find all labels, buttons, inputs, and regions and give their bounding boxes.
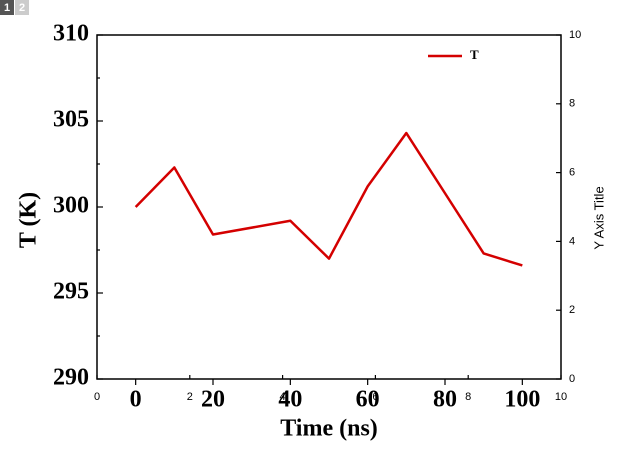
x-tick-label: 20 [201, 387, 225, 413]
x-tick-label: 100 [504, 387, 540, 413]
x-tick-label: 40 [278, 387, 302, 413]
x2-tick-label: 4 [280, 391, 286, 403]
y2-tick-label: 10 [569, 29, 581, 41]
y2-tick-label: 4 [569, 235, 575, 247]
legend-label: T [470, 47, 479, 62]
x2-tick-label: 10 [555, 391, 567, 403]
x-axis-title: Time (ns) [280, 416, 378, 442]
y-tick-label: 290 [53, 365, 89, 391]
x2-tick-label: 6 [372, 391, 378, 403]
y2-axis-title: Y Axis Title [591, 186, 606, 249]
y-axis-title: T (K) [16, 192, 42, 248]
y-tick-label: 305 [53, 107, 89, 133]
x-tick-label: 0 [130, 387, 142, 413]
y-tick-label: 300 [53, 193, 89, 219]
y2-tick-label: 2 [569, 304, 575, 316]
x-tick-label: 80 [433, 387, 457, 413]
y2-tick-label: 0 [569, 373, 575, 385]
tab[interactable] [0, 0, 14, 15]
x2-tick-label: 8 [465, 391, 471, 403]
x2-tick-label: 2 [187, 391, 193, 403]
x2-tick-label: 0 [94, 391, 100, 403]
x-tick-label: 60 [356, 387, 380, 413]
tab[interactable] [15, 0, 29, 15]
y-tick-label: 295 [53, 279, 89, 305]
tab-label: 2 [19, 2, 25, 14]
tab-label: 1 [4, 2, 10, 14]
y2-tick-label: 6 [569, 167, 575, 179]
data-line [134, 131, 523, 267]
plot-frame [96, 34, 562, 380]
y2-tick-label: 8 [569, 98, 575, 110]
y-tick-label: 310 [53, 21, 89, 47]
